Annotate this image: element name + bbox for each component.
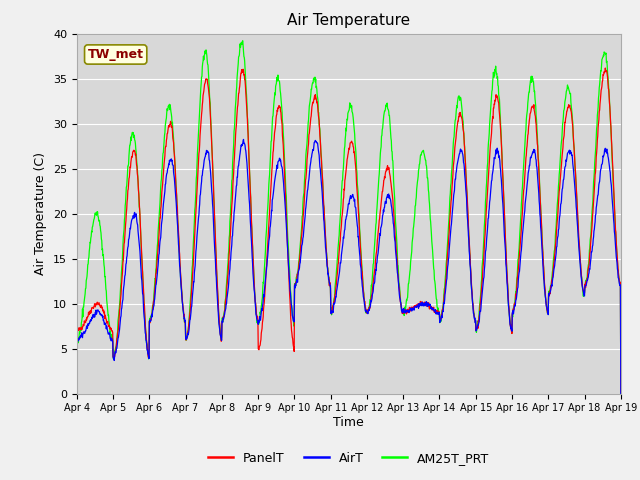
AirT: [617, 391, 625, 397]
Legend: PanelT, AirT, AM25T_PRT: PanelT, AirT, AM25T_PRT: [203, 447, 495, 469]
PanelT: [617, 390, 625, 396]
AirT: [73, 336, 81, 342]
AM25T_PRT: [73, 341, 81, 347]
PanelT: [180, 319, 188, 325]
Text: TW_met: TW_met: [88, 48, 144, 61]
PanelT: [73, 327, 81, 333]
PanelT: [602, 65, 609, 71]
AirT: [194, 222, 202, 228]
AM25T_PRT: [239, 38, 246, 44]
AM25T_PRT: [617, 391, 625, 397]
AM25T_PRT: [194, 144, 202, 149]
AM25T_PRT: [255, 321, 263, 326]
X-axis label: Time: Time: [333, 416, 364, 429]
PanelT: [504, 291, 512, 297]
AirT: [180, 315, 188, 321]
Line: AirT: AirT: [77, 139, 621, 394]
AM25T_PRT: [553, 215, 561, 221]
PanelT: [552, 234, 560, 240]
AM25T_PRT: [505, 303, 513, 309]
AirT: [505, 303, 513, 309]
AirT: [553, 244, 561, 250]
AirT: [239, 136, 247, 142]
AM25T_PRT: [434, 305, 442, 311]
Line: AM25T_PRT: AM25T_PRT: [77, 41, 621, 394]
AM25T_PRT: [180, 320, 188, 325]
PanelT: [194, 174, 202, 180]
PanelT: [433, 307, 441, 313]
Title: Air Temperature: Air Temperature: [287, 13, 410, 28]
Line: PanelT: PanelT: [77, 68, 621, 393]
Y-axis label: Air Temperature (C): Air Temperature (C): [35, 152, 47, 275]
AirT: [434, 310, 442, 315]
AirT: [255, 320, 263, 325]
PanelT: [255, 347, 262, 352]
